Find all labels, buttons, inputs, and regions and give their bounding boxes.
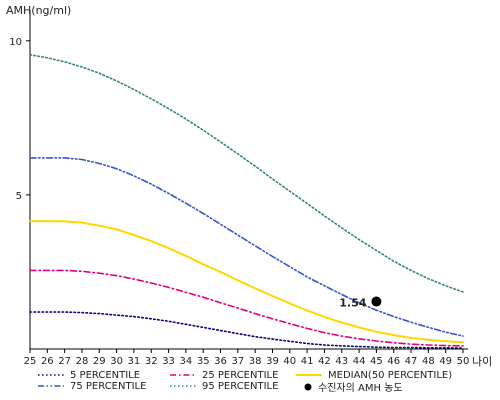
legend-marker-label: 수진자의 AMH 농도 [318,382,403,394]
x-tick-label: 37 [231,356,244,367]
legend-label-5: 95 PERCENTILE [202,381,278,392]
legend: 5 PERCENTILE 25 PERCENTILE MEDIAN(50 PERCE… [38,370,452,394]
legend-label-3: MEDIAN(50 PERCENTILE) [328,370,452,381]
series-line-5 [29,53,464,293]
patient-amh-value-label: 1.54 [339,297,366,310]
x-tick-label: 33 [162,356,175,367]
x-tick-label: 36 [214,356,227,367]
legend-label-1: 5 PERCENTILE [70,370,140,381]
x-tick-label: 34 [180,356,193,367]
x-tick-label: 46 [387,356,400,367]
series-line-2 [29,269,464,347]
legend-marker-swatch [304,383,312,391]
x-tick-label: 29 [93,356,106,367]
x-tick-label: 27 [58,356,71,367]
x-tick-label: 45 [370,356,383,367]
legend-label-2: 25 PERCENTILE [202,370,278,381]
x-axis-label: 나이 [472,355,492,368]
marker-layer: 1.54 [339,296,382,310]
x-tick-label: 28 [76,356,89,367]
series-line-4 [29,157,464,337]
legend-label-4: 75 PERCENTILE [70,381,146,392]
series-line-3 [29,220,464,344]
x-tick-label: 39 [266,356,279,367]
x-tick-label: 30 [110,356,123,367]
chart-axes: AMH(ng/ml) 5 10 25 26 27 28 29 30 31 32 33 34 35 36 37 3… [6,4,492,368]
series-layer [29,53,464,349]
x-tick-label: 41 [301,356,314,367]
x-tick-label: 25 [24,356,37,367]
x-tick-label: 40 [283,356,296,367]
x-tick-label: 49 [439,356,452,367]
y-tick-label: 10 [9,37,22,48]
series-line-1 [29,311,464,349]
x-tick-label: 44 [353,356,366,367]
x-tick-label: 48 [422,356,435,367]
y-tick-label: 5 [16,191,22,202]
x-tick-label: 42 [318,356,331,367]
x-tick-label: 26 [41,356,54,367]
x-tick-label: 31 [128,356,141,367]
x-tick-label: 43 [335,356,348,367]
x-tick-label: 32 [145,356,158,367]
x-tick-label: 50 [457,356,470,367]
y-axis-label: AMH(ng/ml) [6,4,71,17]
x-tick-label: 47 [405,356,418,367]
x-tick-label: 35 [197,356,210,367]
x-tick-label: 38 [249,356,262,367]
patient-amh-point [371,296,382,307]
